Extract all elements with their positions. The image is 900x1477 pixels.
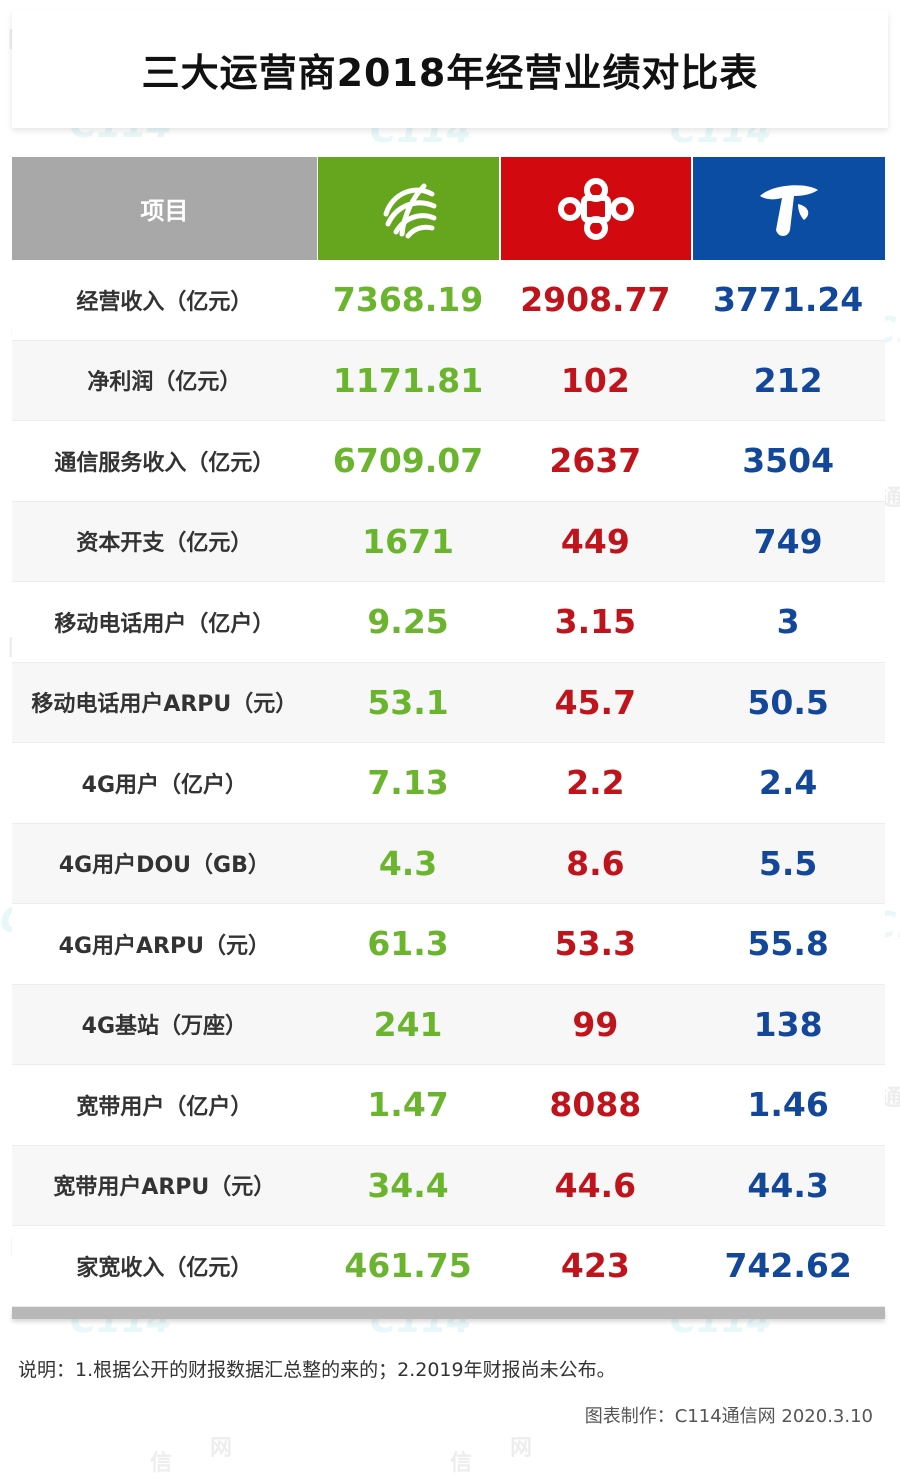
china-unicom-value: 2637 [549, 441, 642, 481]
row-label: 通信服务收入（亿元） [54, 450, 275, 476]
title-card: 三大运营商2018年经营业绩对比表 [12, 10, 888, 128]
china-telecom-logo-icon [754, 174, 824, 244]
china-mobile-value: 6709.07 [332, 441, 484, 481]
row-label: 资本开支（亿元） [76, 531, 253, 557]
china-mobile-value: 1.47 [367, 1085, 449, 1125]
row-label: 宽带用户（亿户） [76, 1094, 253, 1120]
china-mobile-value: 241 [373, 1004, 443, 1044]
china-telecom-value: 749 [753, 521, 823, 561]
table-row: 4G用户DOU（GB） 4.3 8.6 5.5 [12, 823, 885, 904]
china-unicom-logo-icon [556, 174, 636, 244]
china-mobile-value: 7368.19 [332, 280, 484, 320]
table-row: 4G用户（亿户） 7.13 2.2 2.4 [12, 743, 885, 824]
row-label: 家宽收入（亿元） [76, 1255, 253, 1281]
china-unicom-value: 45.7 [554, 682, 637, 722]
china-unicom-value: 8088 [549, 1085, 642, 1125]
china-telecom-value: 1.46 [747, 1085, 829, 1125]
china-mobile-value: 4.3 [378, 843, 438, 883]
table-row: 4G基站（万座） 241 99 138 [12, 984, 885, 1065]
header-item: 项目 [12, 157, 317, 260]
watermark-char: 信 [450, 1451, 473, 1476]
table-row: 宽带用户ARPU（元） 34.4 44.6 44.3 [12, 1145, 885, 1226]
china-telecom-value: 55.8 [747, 924, 829, 964]
china-telecom-value: 138 [753, 1004, 823, 1044]
china-unicom-value: 99 [572, 1004, 619, 1044]
china-unicom-value: 8.6 [566, 843, 625, 883]
china-unicom-value: 449 [560, 521, 630, 561]
table-row: 移动电话用户ARPU（元） 53.1 45.7 50.5 [12, 662, 885, 743]
china-mobile-value: 9.25 [367, 602, 449, 642]
table-row: 资本开支（亿元） 1671 449 749 [12, 501, 885, 582]
china-telecom-value: 44.3 [747, 1165, 829, 1205]
china-mobile-value: 34.4 [367, 1165, 449, 1205]
china-telecom-value: 742.62 [724, 1246, 852, 1286]
table-row: 经营收入（亿元） 7368.19 2908.77 3771.24 [12, 260, 885, 341]
china-unicom-value: 2.2 [566, 763, 625, 803]
china-unicom-value: 44.6 [554, 1165, 637, 1205]
table-body: 经营收入（亿元） 7368.19 2908.77 3771.24 净利润（亿元） 1171… [12, 260, 885, 1307]
china-unicom-value: 3.15 [554, 602, 637, 642]
table-header: 项目 [12, 157, 886, 260]
china-unicom-value: 2908.77 [520, 280, 671, 320]
table-row: 通信服务收入（亿元） 6709.07 2637 3504 [12, 421, 885, 502]
page-title: 三大运营商2018年经营业绩对比表 [141, 50, 759, 95]
header-china-mobile [317, 157, 500, 260]
table-row: 净利润（亿元） 1171.81 102 212 [12, 340, 885, 421]
china-unicom-value: 102 [560, 360, 630, 400]
china-mobile-value: 1171.81 [332, 360, 484, 400]
row-label: 移动电话用户（亿户） [54, 611, 275, 637]
china-telecom-value: 3504 [742, 441, 835, 481]
table-row: 家宽收入（亿元） 461.75 423 742.62 [12, 1226, 885, 1307]
table-row: 4G用户ARPU（元） 61.3 53.3 55.8 [12, 904, 885, 985]
header-china-unicom [501, 157, 692, 260]
header-china-telecom [693, 157, 886, 260]
china-unicom-value: 53.3 [554, 924, 637, 964]
china-mobile-logo-icon [374, 174, 444, 244]
china-telecom-value: 3771.24 [712, 280, 864, 320]
row-label: 移动电话用户ARPU（元） [31, 692, 298, 718]
table-row: 宽带用户（亿户） 1.47 8088 1.46 [12, 1065, 885, 1146]
china-mobile-value: 61.3 [367, 924, 449, 964]
row-label: 净利润（亿元） [87, 370, 242, 396]
china-telecom-value: 2.4 [758, 763, 818, 803]
row-label: 4G用户（亿户） [81, 772, 248, 798]
watermark-char: 网 [510, 1436, 533, 1461]
watermark-char: 信 [150, 1451, 173, 1476]
watermark-char: 网 [210, 1436, 233, 1461]
row-label: 4G用户DOU（GB） [58, 853, 270, 879]
china-telecom-value: 50.5 [747, 682, 829, 722]
footnote: 说明：1.根据公开的财报数据汇总整的来的；2.2019年财报尚未公布。 [18, 1359, 616, 1381]
row-label: 经营收入（亿元） [76, 289, 253, 315]
china-telecom-value: 3 [776, 602, 800, 642]
china-mobile-value: 53.1 [367, 682, 449, 722]
row-label: 4G用户ARPU（元） [58, 933, 270, 959]
table-row: 移动电话用户（亿户） 9.25 3.15 3 [12, 582, 885, 663]
credit-line: 图表制作：C114通信网 2020.3.10 [584, 1406, 873, 1427]
row-label: 宽带用户ARPU（元） [53, 1175, 276, 1201]
row-label: 4G基站（万座） [81, 1014, 248, 1040]
china-unicom-value: 423 [560, 1246, 630, 1286]
china-mobile-value: 7.13 [367, 763, 449, 803]
china-telecom-value: 212 [753, 360, 823, 400]
china-telecom-value: 5.5 [758, 843, 818, 883]
table-bottom-bar [12, 1306, 885, 1319]
china-mobile-value: 1671 [362, 521, 454, 561]
china-mobile-value: 461.75 [344, 1246, 472, 1286]
comparison-table: 项目 [12, 157, 886, 1319]
